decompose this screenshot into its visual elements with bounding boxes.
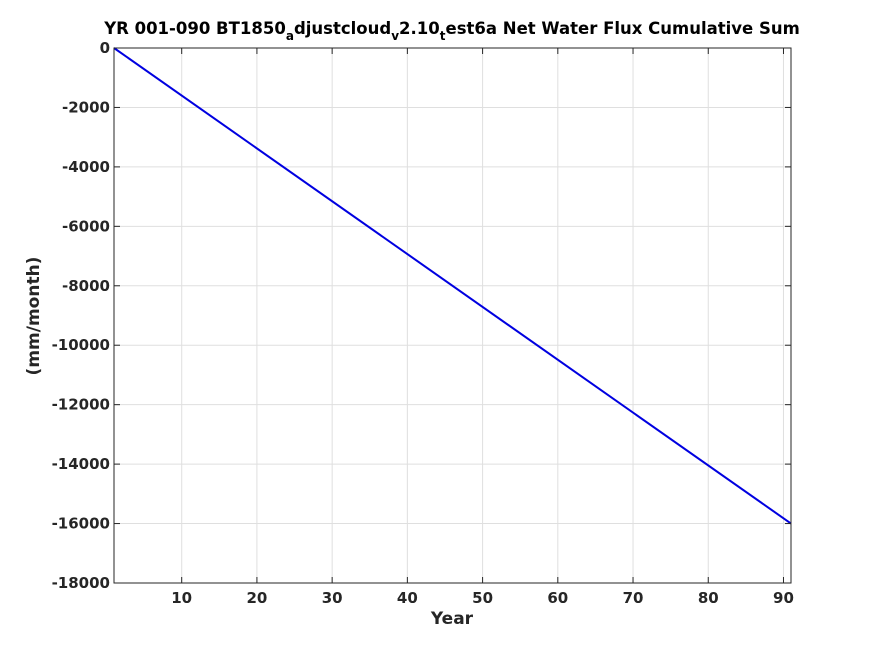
y-tick-label: -14000	[52, 455, 110, 473]
x-tick-label: 30	[322, 589, 343, 607]
x-tick-label: 20	[246, 589, 267, 607]
title-part-0: YR 001-090 BT1850	[103, 19, 286, 38]
x-tick-label: 70	[623, 589, 644, 607]
y-axis-label: (mm/month)	[24, 257, 44, 376]
y-tick-label: -2000	[62, 98, 110, 116]
title-part-1: a	[286, 29, 294, 43]
y-tick-label: -12000	[52, 396, 110, 414]
grid	[114, 47, 791, 584]
title-part-4: 2.10	[399, 19, 440, 38]
y-tick-label: -6000	[62, 217, 110, 235]
plot-frame	[113, 47, 792, 584]
x-tick-label: 80	[698, 589, 719, 607]
y-tick-label: -8000	[62, 277, 110, 295]
x-axis-label: Year	[430, 609, 474, 629]
x-tick-label: 60	[547, 589, 568, 607]
x-tick-label: 10	[171, 589, 192, 607]
x-tick-label: 50	[472, 589, 493, 607]
chart-title: YR 001-090 BT1850adjustcloudv2.10test6a …	[103, 19, 800, 43]
y-tick-label: -10000	[52, 336, 110, 354]
y-tick-label: 0	[100, 39, 110, 57]
series-layer	[113, 47, 792, 525]
y-tick-label: -18000	[52, 574, 110, 592]
y-tick-label: -16000	[52, 515, 110, 533]
x-tick-label: 90	[773, 589, 794, 607]
y-tick-label: -4000	[62, 158, 110, 176]
x-tick-label: 40	[397, 589, 418, 607]
title-part-2: djustcloud	[294, 19, 391, 38]
title-part-5: t	[440, 29, 446, 43]
ticks: 10 20 30 40 50 60 70 80 90 0 -2000 -4000 -6000 -8000 -…	[52, 39, 794, 607]
title-part-6: est6a Net Water Flux Cumulative Sum	[446, 19, 800, 38]
title-part-3: v	[391, 29, 399, 43]
series-line-0	[113, 47, 792, 525]
